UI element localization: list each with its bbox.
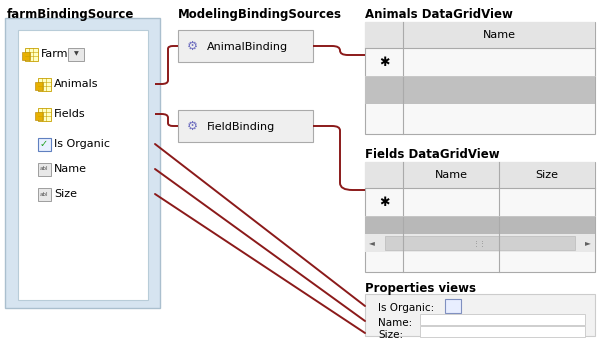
- Text: FieldBinding: FieldBinding: [207, 122, 275, 132]
- FancyBboxPatch shape: [5, 18, 160, 308]
- FancyBboxPatch shape: [68, 48, 84, 61]
- Text: Name: Name: [54, 164, 87, 174]
- FancyBboxPatch shape: [365, 294, 595, 336]
- FancyBboxPatch shape: [385, 236, 575, 250]
- Text: AnimalBinding: AnimalBinding: [207, 42, 288, 52]
- Text: Is Organic:: Is Organic:: [378, 303, 434, 313]
- Text: abl: abl: [40, 166, 48, 172]
- FancyBboxPatch shape: [38, 78, 51, 91]
- Text: ModelingBindingSources: ModelingBindingSources: [178, 8, 342, 21]
- Text: ✓: ✓: [40, 139, 48, 149]
- FancyBboxPatch shape: [178, 110, 313, 142]
- Text: ✱: ✱: [379, 196, 389, 208]
- FancyBboxPatch shape: [18, 30, 148, 300]
- FancyBboxPatch shape: [365, 162, 595, 272]
- FancyBboxPatch shape: [35, 82, 43, 90]
- FancyBboxPatch shape: [365, 22, 595, 48]
- Text: ⚙: ⚙: [187, 120, 197, 133]
- FancyBboxPatch shape: [365, 216, 595, 234]
- Text: Name: Name: [482, 30, 515, 40]
- FancyBboxPatch shape: [365, 22, 595, 134]
- Text: farmBindingSource: farmBindingSource: [7, 8, 134, 21]
- FancyBboxPatch shape: [38, 163, 51, 176]
- FancyBboxPatch shape: [420, 326, 585, 337]
- Text: Properties views: Properties views: [365, 282, 476, 295]
- Text: Farm: Farm: [41, 49, 69, 59]
- Text: Size: Size: [54, 189, 77, 199]
- Text: Name:: Name:: [378, 318, 412, 328]
- FancyBboxPatch shape: [365, 234, 595, 252]
- FancyBboxPatch shape: [420, 314, 585, 325]
- FancyBboxPatch shape: [35, 112, 43, 120]
- Text: Fields: Fields: [54, 109, 85, 119]
- Text: Animals: Animals: [54, 79, 99, 89]
- Text: ✱: ✱: [379, 56, 389, 68]
- FancyBboxPatch shape: [365, 76, 595, 104]
- Text: ⋮⋮: ⋮⋮: [473, 240, 487, 246]
- Text: Name: Name: [435, 170, 468, 180]
- FancyBboxPatch shape: [22, 52, 30, 60]
- FancyBboxPatch shape: [178, 30, 313, 62]
- Text: Size:: Size:: [378, 330, 403, 339]
- Text: abl: abl: [40, 192, 48, 197]
- FancyBboxPatch shape: [38, 138, 51, 151]
- Text: Animals DataGridView: Animals DataGridView: [365, 8, 513, 21]
- Text: Fields DataGridView: Fields DataGridView: [365, 148, 500, 161]
- FancyBboxPatch shape: [38, 108, 51, 121]
- Text: ⚙: ⚙: [187, 40, 197, 53]
- FancyBboxPatch shape: [445, 299, 461, 313]
- Text: ◄: ◄: [369, 239, 375, 247]
- Text: ▼: ▼: [73, 52, 78, 57]
- Text: Size: Size: [536, 170, 559, 180]
- FancyBboxPatch shape: [25, 48, 38, 61]
- Text: Is Organic: Is Organic: [54, 139, 110, 149]
- Text: ►: ►: [585, 239, 591, 247]
- FancyBboxPatch shape: [365, 162, 595, 188]
- FancyBboxPatch shape: [38, 188, 51, 201]
